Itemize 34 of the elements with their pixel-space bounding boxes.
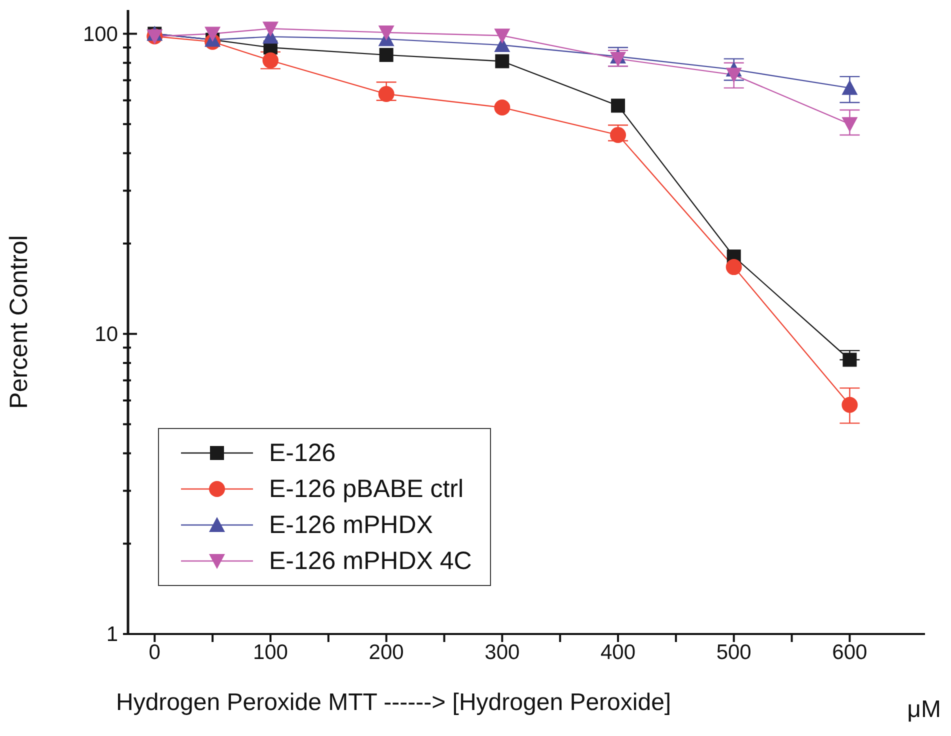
y-tick-label: 1 <box>106 623 118 646</box>
point <box>379 48 394 62</box>
x-tick-label: 600 <box>832 640 868 664</box>
y-axis-title: Percent Control <box>4 235 33 409</box>
point <box>726 259 742 276</box>
legend-label: E-126 mPHDX 4C <box>269 546 472 576</box>
x-tick-label: 0 <box>148 640 160 664</box>
point <box>842 117 858 132</box>
point <box>262 52 278 68</box>
x-axis-title: Hydrogen Peroxide MTT ------> [Hydrogen Peroxide] <box>116 689 672 716</box>
legend-label: E-126 <box>269 438 336 468</box>
point <box>378 86 394 102</box>
point <box>842 396 858 413</box>
x-tick-label: 200 <box>368 640 404 664</box>
y-tick-label: 10 <box>94 322 118 346</box>
x-tick-label: 400 <box>600 640 636 664</box>
text: μM <box>907 696 941 724</box>
point <box>262 22 278 37</box>
legend-label: E-126 pBABE ctrl <box>269 474 464 504</box>
point <box>378 25 394 40</box>
legend-label: E-126 mPHDX <box>269 510 433 540</box>
point <box>610 52 626 67</box>
x-tick-label: 300 <box>484 640 520 664</box>
point <box>204 26 221 42</box>
point <box>611 98 626 113</box>
point <box>726 68 742 83</box>
x-tick-label: 100 <box>252 640 288 664</box>
point <box>494 28 510 44</box>
point <box>842 80 858 95</box>
y-tick-label: 100 <box>82 22 118 46</box>
x-tick-label: 500 <box>716 640 752 664</box>
point <box>495 54 510 68</box>
point <box>610 126 626 143</box>
point <box>494 99 510 116</box>
